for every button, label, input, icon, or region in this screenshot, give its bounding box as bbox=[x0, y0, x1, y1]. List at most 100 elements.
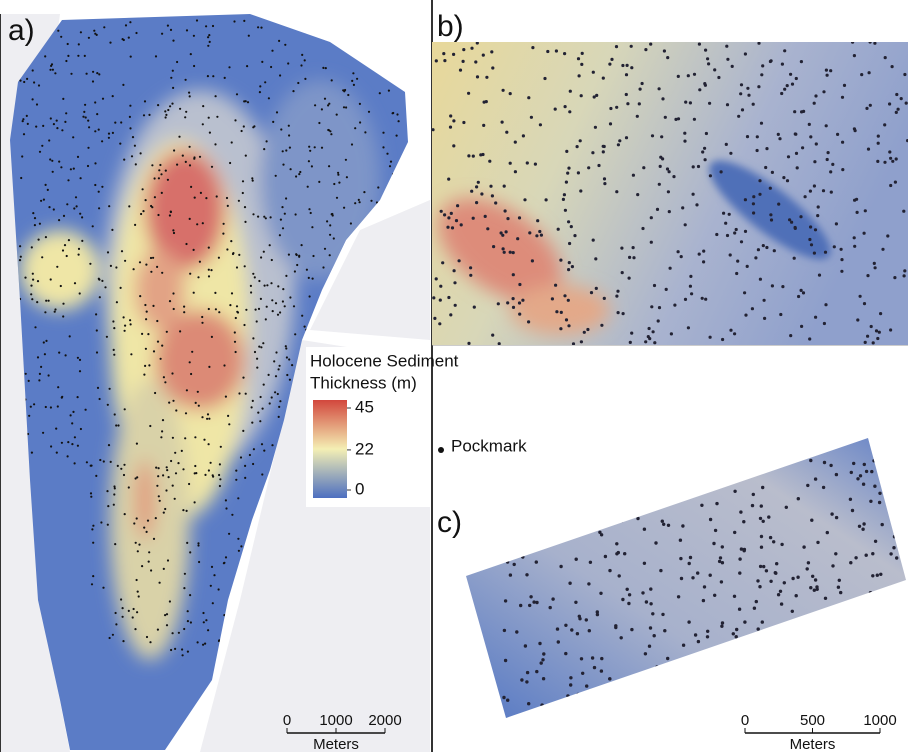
pockmark bbox=[157, 104, 159, 106]
pockmark bbox=[740, 240, 743, 243]
pockmark bbox=[726, 103, 729, 106]
pockmark bbox=[850, 601, 853, 604]
pockmark bbox=[565, 510, 568, 513]
pockmark bbox=[752, 195, 755, 198]
pockmark bbox=[474, 60, 477, 63]
pockmark bbox=[587, 166, 590, 169]
pockmark bbox=[190, 621, 192, 623]
pockmark bbox=[364, 131, 366, 133]
pockmark bbox=[182, 155, 184, 157]
pockmark bbox=[438, 322, 441, 325]
pockmark bbox=[878, 492, 881, 495]
pockmark bbox=[863, 463, 866, 466]
pockmark bbox=[141, 333, 143, 335]
pockmark bbox=[236, 93, 238, 95]
pockmark bbox=[172, 400, 174, 402]
pockmark bbox=[447, 216, 450, 219]
pockmark bbox=[554, 108, 557, 111]
pockmark bbox=[236, 266, 238, 268]
pockmark bbox=[169, 214, 171, 216]
pockmark bbox=[669, 267, 672, 270]
pockmark bbox=[705, 132, 708, 135]
pockmark bbox=[363, 335, 365, 337]
pockmark bbox=[333, 183, 335, 185]
pockmark bbox=[40, 366, 42, 368]
pockmark bbox=[598, 531, 601, 534]
pockmark bbox=[122, 84, 124, 86]
pockmark bbox=[615, 106, 618, 109]
pockmark bbox=[261, 473, 263, 475]
pockmark bbox=[208, 366, 210, 368]
pockmark bbox=[243, 20, 245, 22]
pockmark bbox=[687, 74, 690, 77]
pockmark bbox=[208, 275, 210, 277]
pockmark bbox=[726, 678, 729, 681]
pockmark bbox=[142, 188, 144, 190]
pockmark bbox=[62, 303, 64, 305]
pockmark bbox=[41, 256, 43, 258]
pockmark bbox=[218, 311, 220, 313]
pockmark bbox=[747, 94, 750, 97]
pockmark bbox=[157, 475, 159, 477]
pockmark bbox=[165, 489, 167, 491]
pockmark bbox=[642, 166, 645, 169]
pockmark bbox=[252, 273, 254, 275]
scale-unit: Meters bbox=[790, 736, 836, 752]
pockmark bbox=[651, 612, 654, 615]
pockmark bbox=[480, 192, 483, 195]
pockmark bbox=[625, 136, 628, 139]
pockmark bbox=[687, 620, 690, 623]
pockmark bbox=[883, 123, 886, 126]
pockmark bbox=[261, 443, 263, 445]
pockmark bbox=[229, 624, 231, 626]
panel-label: a) bbox=[8, 14, 35, 47]
pockmark bbox=[40, 200, 42, 202]
pockmark bbox=[227, 205, 229, 207]
pockmark bbox=[150, 205, 152, 207]
pockmark bbox=[841, 168, 844, 171]
pockmark bbox=[238, 392, 240, 394]
pockmark bbox=[279, 365, 281, 367]
pockmark bbox=[308, 277, 310, 279]
pockmark bbox=[726, 58, 729, 61]
pockmark bbox=[156, 266, 158, 268]
pockmark bbox=[796, 166, 799, 169]
pockmark bbox=[888, 150, 891, 153]
pockmark bbox=[600, 657, 603, 660]
pockmark bbox=[701, 297, 704, 300]
pockmark bbox=[159, 582, 161, 584]
pockmark bbox=[549, 606, 552, 609]
pockmark bbox=[765, 569, 768, 572]
pockmark bbox=[167, 559, 169, 561]
pockmark bbox=[435, 59, 438, 62]
pockmark bbox=[889, 157, 892, 160]
colorbar-label: 45 bbox=[355, 397, 374, 416]
pockmark bbox=[790, 221, 793, 224]
pockmark bbox=[713, 594, 716, 597]
pockmark bbox=[772, 540, 775, 543]
pockmark bbox=[557, 640, 560, 643]
pockmark bbox=[726, 234, 729, 237]
pockmark bbox=[137, 550, 139, 552]
pockmark bbox=[161, 33, 163, 35]
pockmark bbox=[518, 301, 521, 304]
pockmark bbox=[898, 615, 901, 618]
pockmark bbox=[242, 180, 244, 182]
pockmark bbox=[643, 562, 646, 565]
pockmark bbox=[114, 413, 116, 415]
pockmark bbox=[506, 301, 509, 304]
pockmark bbox=[879, 573, 882, 576]
pockmark bbox=[467, 154, 470, 157]
pockmark bbox=[107, 404, 109, 406]
pockmark bbox=[175, 472, 177, 474]
pockmark bbox=[55, 428, 57, 430]
pockmark bbox=[521, 299, 524, 302]
pockmark bbox=[148, 551, 150, 553]
pockmark bbox=[704, 49, 707, 52]
pockmark bbox=[135, 32, 137, 34]
pockmark bbox=[138, 595, 140, 597]
pockmark bbox=[234, 341, 236, 343]
pockmark bbox=[615, 190, 618, 193]
pockmark bbox=[449, 313, 452, 316]
pockmark bbox=[137, 591, 139, 593]
